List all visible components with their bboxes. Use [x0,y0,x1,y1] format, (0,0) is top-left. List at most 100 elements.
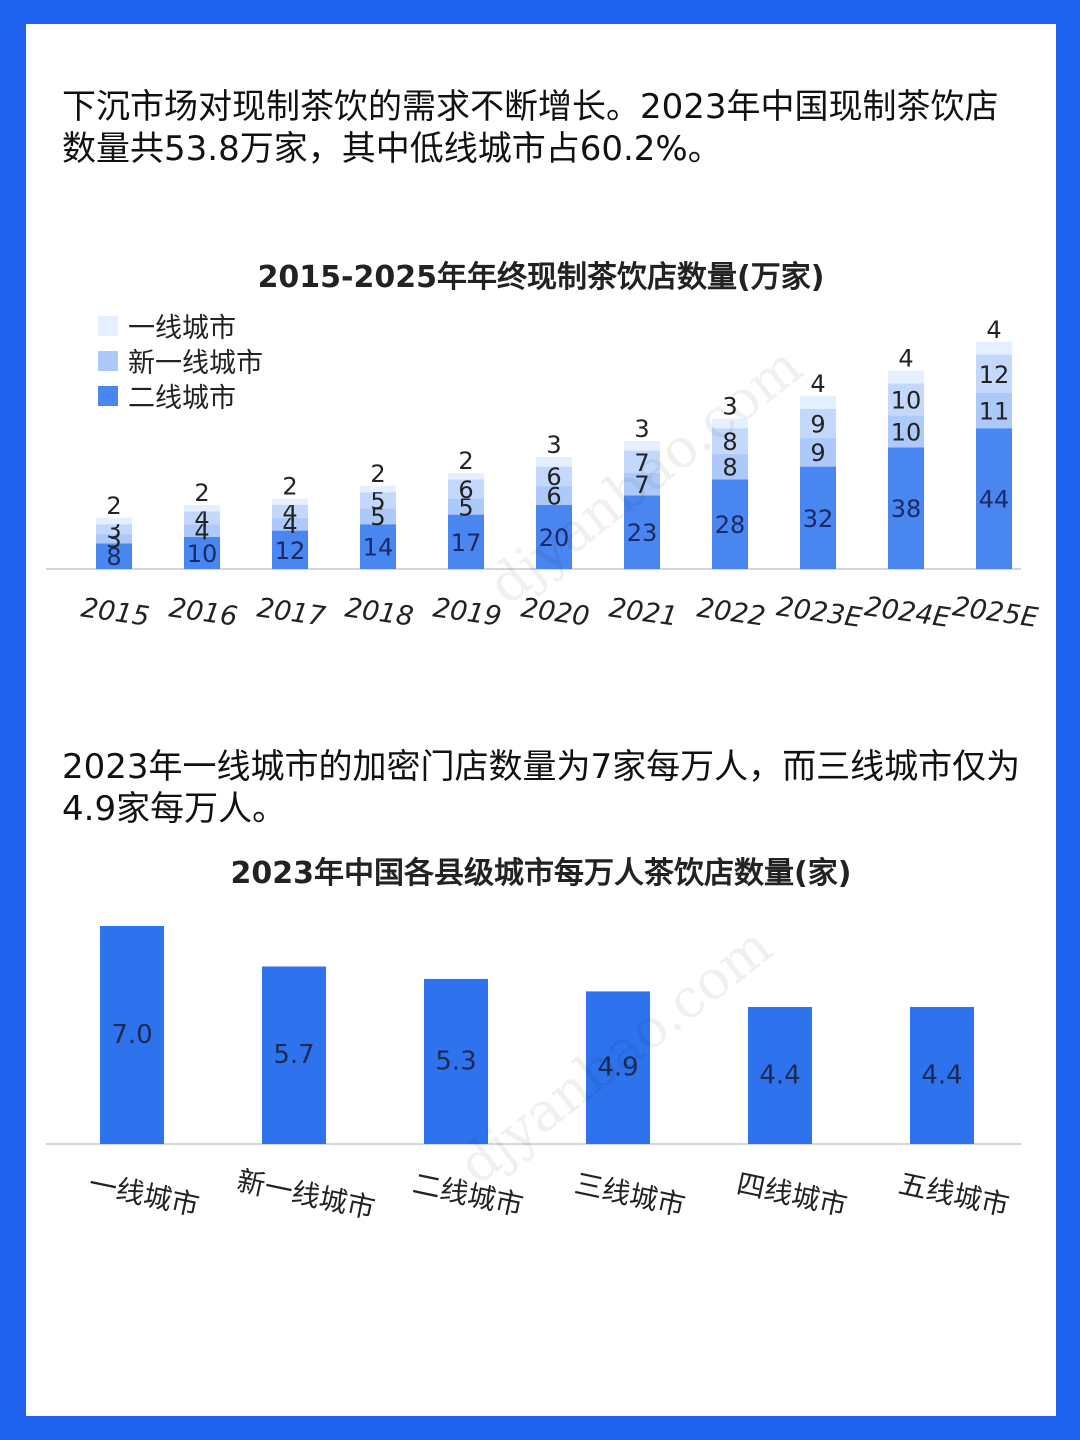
bar-segment [888,383,924,416]
x-tick-label: 2024E [863,591,952,634]
data-label: 8 [106,543,121,571]
data-label: 4 [194,518,209,546]
x-tick-label: 2022 [695,592,767,632]
bar-segment [448,498,484,515]
legend-label-tier1: 一线城市 [128,313,236,344]
data-label: 20 [539,524,570,552]
bar-segment [888,370,924,384]
data-label: 38 [891,495,922,523]
data-label: 8 [722,454,737,482]
bar-segment [272,517,308,531]
bar-segment [184,524,220,537]
x-tick-label: 2019 [431,592,503,632]
bar-segment [184,537,220,569]
bar-segment [976,341,1012,355]
bar [586,991,650,1144]
data-label: 14 [363,534,394,562]
bar-segment [624,473,660,496]
x-tick-label: 三线城市 [572,1167,688,1223]
bar-segment [624,450,660,473]
chart2-plot: 7.0一线城市5.7新一线城市5.3二线城市4.9三线城市4.4四线城市4.4五… [46,926,1021,1225]
x-tick-label: 2016 [167,592,239,632]
data-label: 5 [458,494,473,522]
data-label: 12 [275,537,306,565]
bar-segment [536,485,572,505]
x-tick-label: 2017 [255,592,327,632]
data-label: 12 [979,361,1010,389]
x-tick-label: 2021 [607,592,679,632]
data-label: 6 [546,482,561,510]
data-label: 10 [891,386,922,414]
x-tick-label: 2018 [343,592,415,632]
bar-segment [536,505,572,569]
bar-segment [976,393,1012,429]
bar [100,926,164,1144]
bar-segment [888,447,924,569]
data-label: 2 [458,447,473,475]
data-label: 7 [634,471,649,499]
data-label: 2 [282,473,297,501]
data-label: 4.4 [759,1060,800,1090]
bar-segment [536,466,572,486]
data-label: 3 [722,393,737,421]
x-tick-label: 四线城市 [734,1167,850,1223]
data-label: 2 [370,460,385,488]
bar-segment [888,415,924,448]
data-label: 5 [370,503,385,531]
bar-segment [96,543,132,569]
data-label: 10 [891,418,922,446]
data-label: 4.9 [597,1053,638,1083]
legend-swatch-tier2 [98,385,118,406]
data-label: 9 [810,439,825,467]
data-label: 5.3 [435,1046,476,1076]
data-label: 4.4 [921,1060,962,1090]
legend-swatch-new-tier1 [98,350,118,371]
bar-segment [448,514,484,569]
bar-segment [800,396,836,409]
data-label: 4 [898,345,913,373]
data-label: 23 [627,519,658,547]
data-label: 7 [634,449,649,477]
data-label: 5.7 [273,1040,314,1070]
data-label: 4 [194,505,209,533]
x-tick-label: 2025E [951,591,1040,634]
data-label: 2 [194,479,209,507]
data-label: 7.0 [111,1020,152,1050]
data-label: 6 [546,463,561,491]
data-label: 9 [810,410,825,438]
chart1-title: 2015-2025年年终现制茶饮店数量(万家) [257,260,825,295]
bar-segment [536,457,572,467]
data-label: 17 [451,529,482,557]
legend-item-tier1: 一线城市 [98,308,263,344]
data-label: 10 [187,540,218,568]
bar-segment [712,479,748,569]
bar-segment [624,441,660,451]
bar-segment [976,428,1012,569]
bar-segment [272,505,308,518]
chart1-legend: 一线城市 新一线城市 二线城市 [98,308,263,414]
chart2-title: 2023年中国各县级城市每万人茶饮店数量(家) [230,856,852,891]
bar [748,1006,812,1144]
data-label: 6 [458,476,473,504]
bar-segment [800,466,836,569]
data-label: 3 [546,431,561,459]
bar-segment [96,524,132,534]
bar-segment [448,479,484,499]
bar-segment [184,505,220,512]
bar-segment [184,511,220,525]
legend-label-tier2: 二线城市 [128,383,236,414]
bar-segment [360,492,396,509]
x-tick-label: 新一线城市 [234,1164,378,1225]
bar-segment [800,437,836,467]
bar-segment [96,533,132,544]
legend-swatch-tier1 [98,315,118,336]
bar-segment [712,428,748,454]
data-label: 5 [370,487,385,515]
intro-paragraph: 下沉市场对现制茶饮的需求不断增长。2023年中国现制茶饮店数量共53.8万家，其… [62,87,999,169]
legend-label-new-tier1: 新一线城市 [128,348,263,379]
bar-segment [712,453,748,480]
data-label: 4 [986,316,1001,344]
detail-paragraph: 2023年一线城市的加密门店数量为7家每万人，而三线城市仅为4.9家每万人。 [62,747,1021,829]
data-label: 4 [282,511,297,539]
bar-segment [800,409,836,438]
